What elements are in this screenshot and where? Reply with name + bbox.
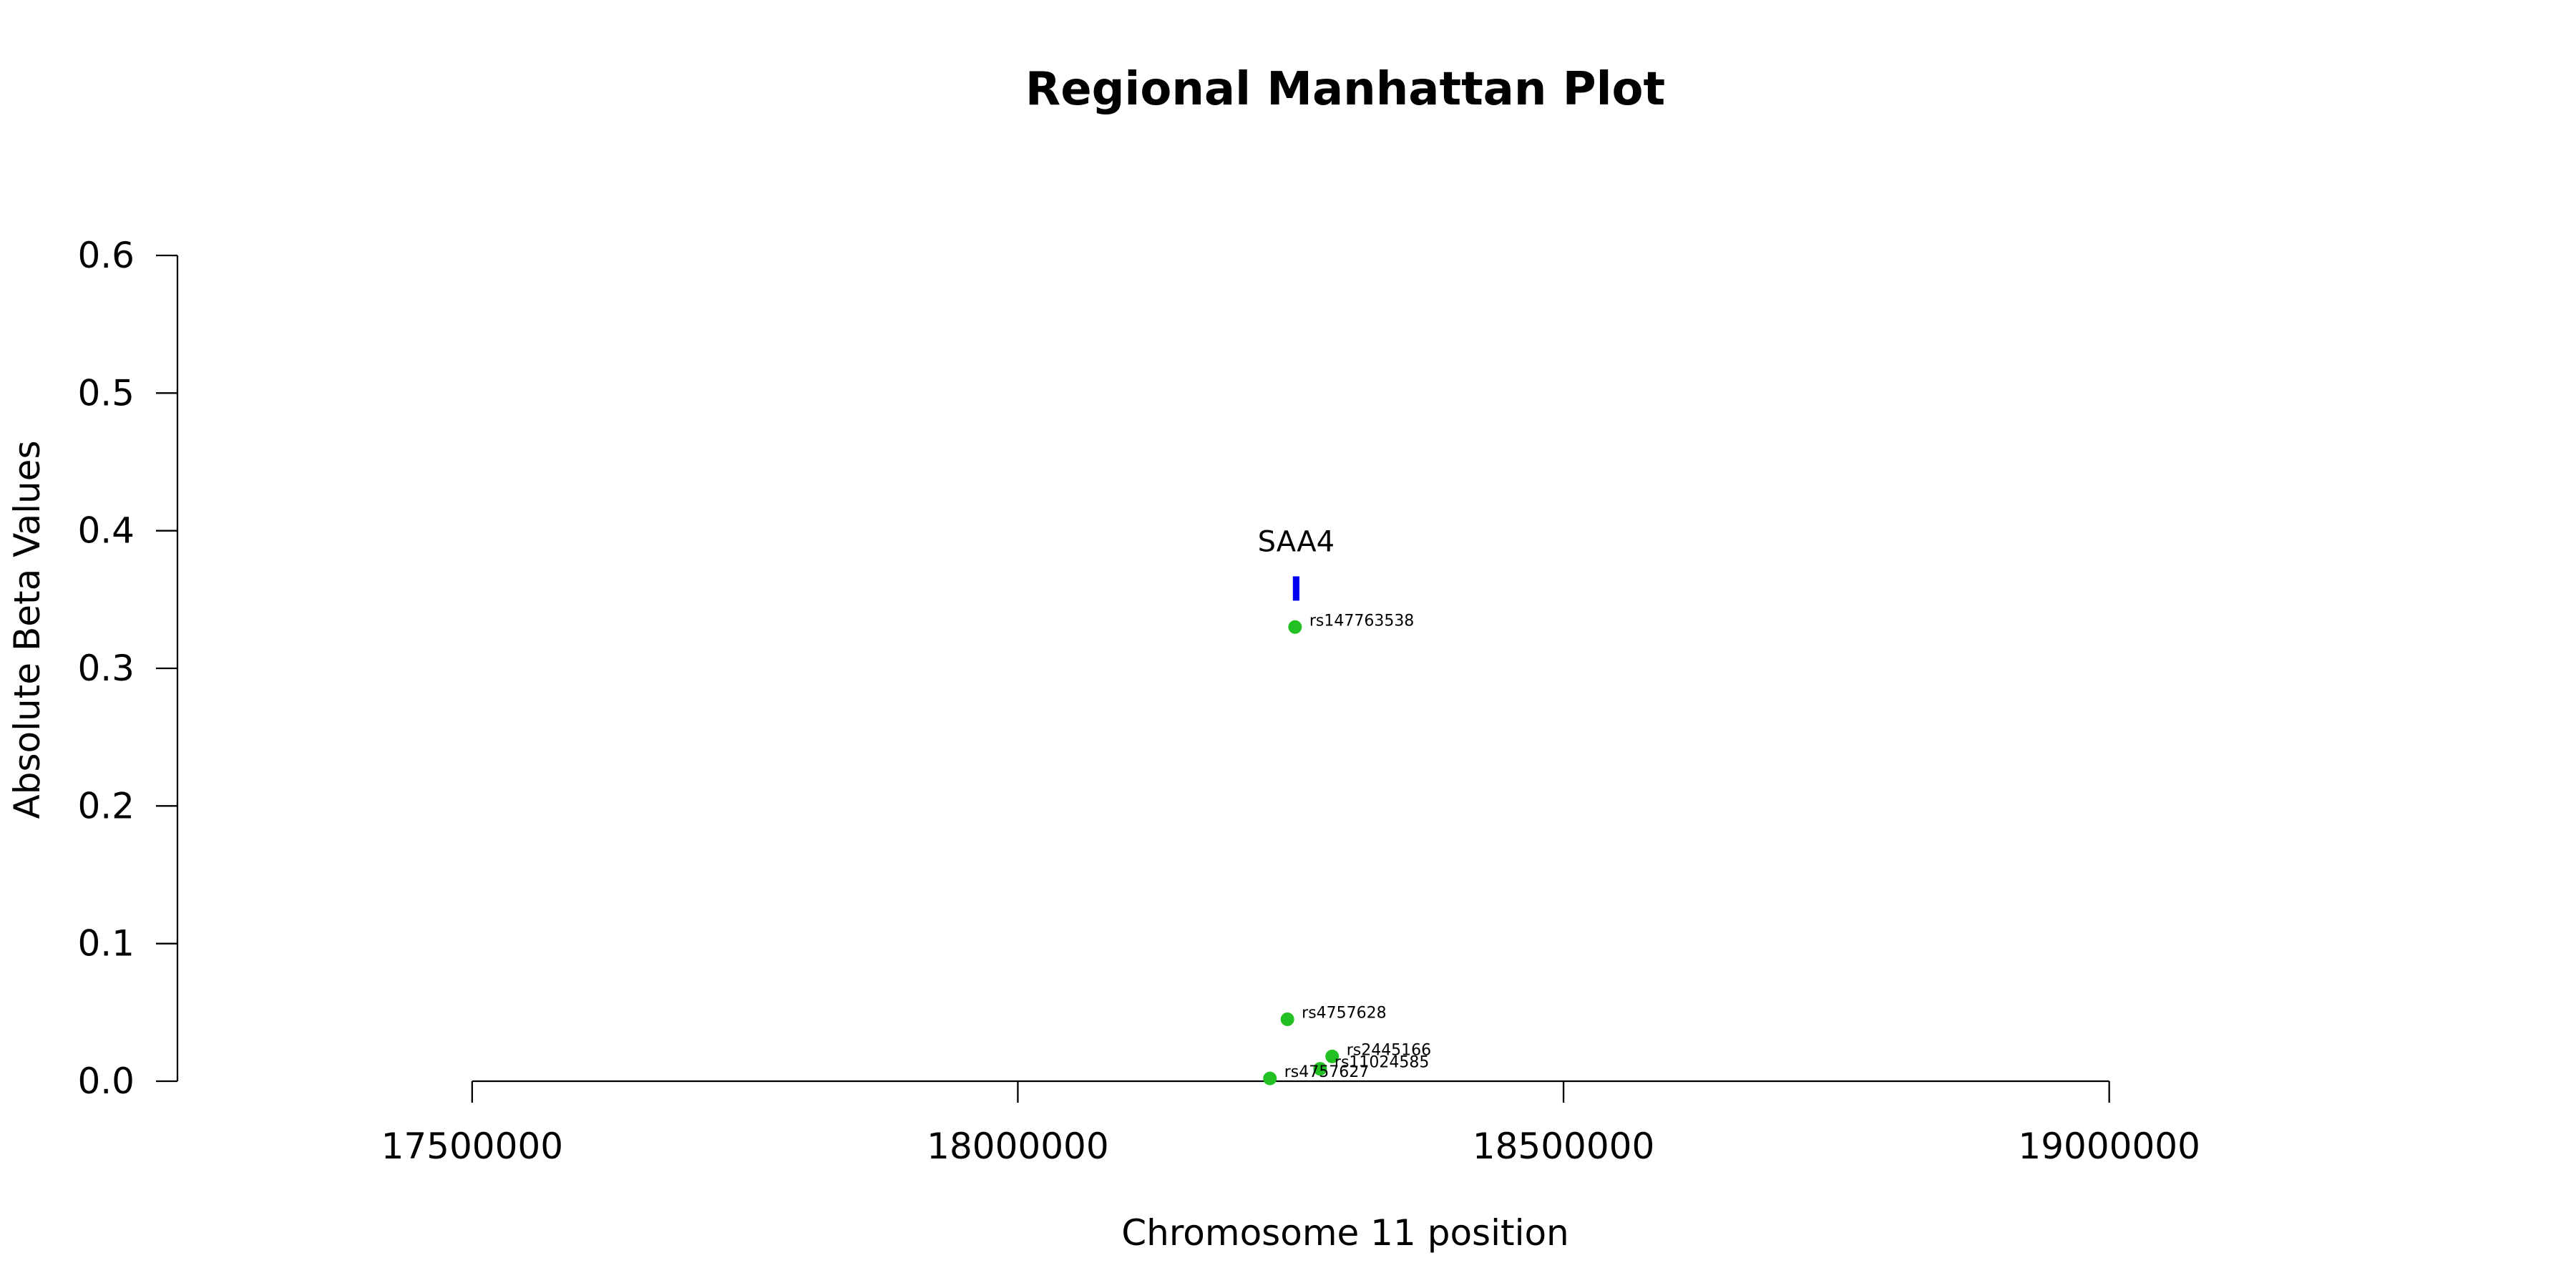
x-axis: 17500000 18000000 18500000 19000000 (381, 1080, 2200, 1167)
y-axis: 0.0 0.1 0.2 0.3 0.4 0.5 0.6 (77, 235, 179, 1102)
y-tick-label: 0.1 (77, 923, 135, 965)
y-tick-label: 0.6 (77, 235, 135, 276)
snp-label: rs4757628 (1302, 1004, 1387, 1022)
snp-label: rs2445166 (1347, 1041, 1432, 1059)
snp-point (1325, 1049, 1340, 1063)
snp-points: rs147763538 rs4757628 rs2445166rs11024585r… (1263, 612, 1431, 1085)
gene-bar (1292, 576, 1299, 601)
y-tick-label: 0.3 (77, 648, 135, 689)
snp-label: rs4757627 (1284, 1063, 1370, 1081)
y-tick-label: 0.0 (77, 1060, 135, 1102)
snp-point (1288, 620, 1302, 634)
snp-label: rs11024585 (1335, 1054, 1429, 1072)
y-axis-title: Absolute Beta Values (6, 441, 48, 819)
x-tick-label: 18500000 (1473, 1126, 1655, 1167)
x-tick-label: 19000000 (2018, 1126, 2200, 1167)
y-tick-label: 0.5 (77, 372, 135, 414)
gene-label: SAA4 (1258, 525, 1335, 558)
y-tick-label: 0.4 (77, 510, 135, 552)
x-tick-label: 18000000 (927, 1126, 1109, 1167)
snp-point (1313, 1062, 1327, 1076)
gene-track: SAA4 (1258, 525, 1335, 601)
x-axis-title: Chromosome 11 position (1121, 1212, 1569, 1254)
y-tick-label: 0.2 (77, 785, 135, 826)
chart-title: Regional Manhattan Plot (1025, 63, 1665, 116)
snp-point (1280, 1012, 1294, 1026)
x-tick-label: 17500000 (381, 1126, 564, 1167)
snp-label: rs147763538 (1309, 612, 1414, 630)
snp-point (1263, 1071, 1277, 1085)
